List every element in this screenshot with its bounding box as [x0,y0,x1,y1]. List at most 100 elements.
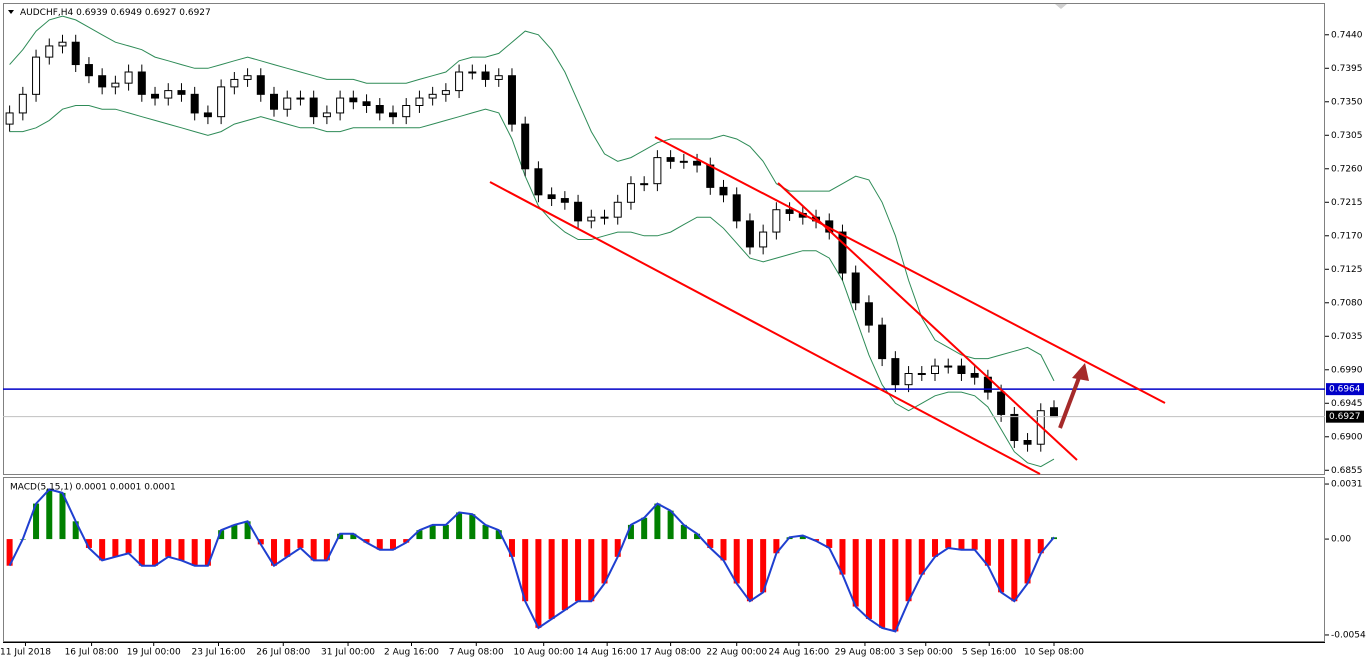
macd-bar [575,539,582,602]
y-tick-label: 0.7080 [1331,298,1363,308]
candle-body [402,105,411,118]
candle-body [349,97,358,103]
x-tick-label: 17 Aug 08:00 [640,648,701,658]
x-tick-label: 5 Sep 16:00 [962,648,1017,658]
candle-body [137,71,146,95]
macd-bar [376,539,383,550]
macd-bar [707,539,714,548]
candle-body [98,75,107,88]
x-tick-label: 3 Sep 00:00 [899,648,954,658]
y-tick-label: 0.7305 [1331,131,1363,141]
candle-body [587,216,596,222]
macd-bar [508,539,515,557]
macd-bar [1024,539,1031,584]
y-tick-label: 0.6900 [1331,432,1363,442]
candle-body [785,209,794,214]
candle-body [679,160,688,163]
macd-bar [905,539,912,602]
macd-bar [932,539,939,557]
candle-body [468,71,477,74]
y-tick-label: 0.7260 [1331,164,1363,174]
macd-bar [879,539,886,628]
candle-body [1023,440,1032,445]
candle-body [600,216,609,219]
macd-bar [892,539,899,632]
candle-body [759,231,768,248]
candle-body [970,373,979,378]
macd-bar [918,539,925,575]
candle-body [560,198,569,203]
x-tick-label: 29 Aug 08:00 [835,648,896,658]
candle-body [18,93,27,114]
macd-bar [1037,539,1044,554]
macd-bar [720,539,727,561]
macd-bar [403,539,410,543]
macd-panel-frame [3,477,1325,642]
candle-body [5,112,14,125]
candle-body [494,75,503,80]
candle-body [124,71,133,84]
price-label: 0.6927 [1329,412,1361,422]
candle-body [547,194,556,200]
macd-bar [627,524,634,540]
last-low: 0.6927 [145,8,177,18]
x-tick-label: 31 Jul 00:00 [321,648,375,658]
candle-body [944,365,953,368]
candle-body [270,93,279,110]
macd-bar [244,521,251,540]
candle-body [84,64,93,77]
macd-bar [204,539,211,566]
candle-body [309,97,318,118]
candle-body [1010,413,1019,442]
candle-body [706,164,715,188]
macd-bar [442,524,449,540]
candle-body [666,157,675,162]
x-tick-label: 19 Jul 00:00 [127,648,181,658]
candle-body [111,82,120,88]
candle-body [32,56,41,95]
macd-bar [85,539,92,548]
candle-body [878,324,887,360]
macd-bar [641,517,648,540]
macd-bar [694,533,701,540]
candle-body [1049,407,1058,418]
arrow-shaft [1058,374,1082,429]
macd-bar [456,512,463,540]
candle-body [838,231,847,274]
x-tick-label: 16 Jul 08:00 [65,648,119,658]
macd-bar [654,503,661,540]
macd-bar [601,539,608,584]
macd-bar [548,539,555,619]
trend-line [777,182,1078,461]
macd-bar [297,539,304,548]
candle-body [71,41,80,66]
candle-body [653,157,662,185]
y-tick-label: 0.0031 [1331,480,1363,490]
candle-body [732,194,741,222]
macd-bar [799,535,806,540]
candle-body [256,75,265,95]
macd-bar [125,539,132,554]
menu-triangle [8,10,14,14]
macd-bar [429,524,436,540]
candle-body [296,97,305,100]
y-tick-label: 0.7035 [1331,332,1363,342]
macd-bar [852,539,859,607]
macd-bar [231,524,238,540]
candle-body [507,75,516,125]
candle-body [613,201,622,218]
y-tick-label: 0.7125 [1331,265,1363,275]
macd-bar [6,539,13,566]
y-tick-label: 0.00 [1331,535,1351,545]
y-tick-label: 0.7170 [1331,231,1363,241]
x-tick-label: 22 Aug 00:00 [706,648,767,658]
x-tick-label: 10 Sep 08:00 [1024,648,1084,658]
macd-bar [971,539,978,550]
candle-body [891,358,900,386]
macd-bar [733,539,740,584]
x-tick-label: 7 Aug 08:00 [449,648,504,658]
candle-body [521,123,530,170]
macd-bar [218,530,225,540]
macd-bar [482,524,489,540]
